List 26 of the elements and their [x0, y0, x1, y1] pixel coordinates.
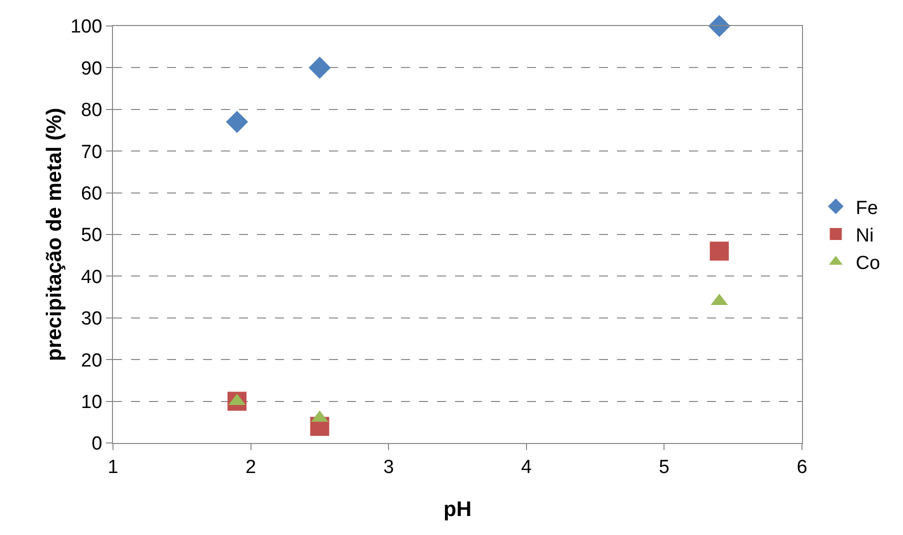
point	[308, 56, 331, 79]
y-tick-label: 10	[81, 392, 102, 413]
x-tick-label: 4	[521, 456, 532, 478]
legend-label: Co	[856, 253, 880, 274]
point	[710, 242, 729, 261]
x-tick-label: 6	[796, 456, 808, 478]
x-tick-label: 5	[658, 456, 670, 478]
y-tick-label: 60	[81, 183, 102, 204]
y-tick-label: 70	[81, 142, 102, 163]
y-axis-title: precipitação de metal (%)	[43, 108, 66, 362]
point	[708, 14, 730, 38]
legend-label: Ni	[856, 225, 874, 246]
y-tick-label: 20	[81, 350, 102, 372]
y-tick-label: 40	[81, 266, 102, 288]
x-tick-label: 2	[246, 456, 256, 478]
y-tick-label: 30	[81, 308, 102, 330]
y-tick-label: 50	[81, 225, 102, 246]
y-tick-label: 100	[70, 16, 102, 38]
y-tick-label: 0	[92, 434, 102, 455]
legend-label: Fe	[856, 198, 878, 219]
x-tick-label: 1	[108, 456, 118, 478]
y-tick-label: 90	[81, 58, 102, 80]
y-tick-label: 80	[81, 100, 102, 122]
point	[226, 110, 248, 133]
x-axis-title: pH	[444, 498, 472, 521]
x-tick-label: 3	[383, 456, 394, 478]
